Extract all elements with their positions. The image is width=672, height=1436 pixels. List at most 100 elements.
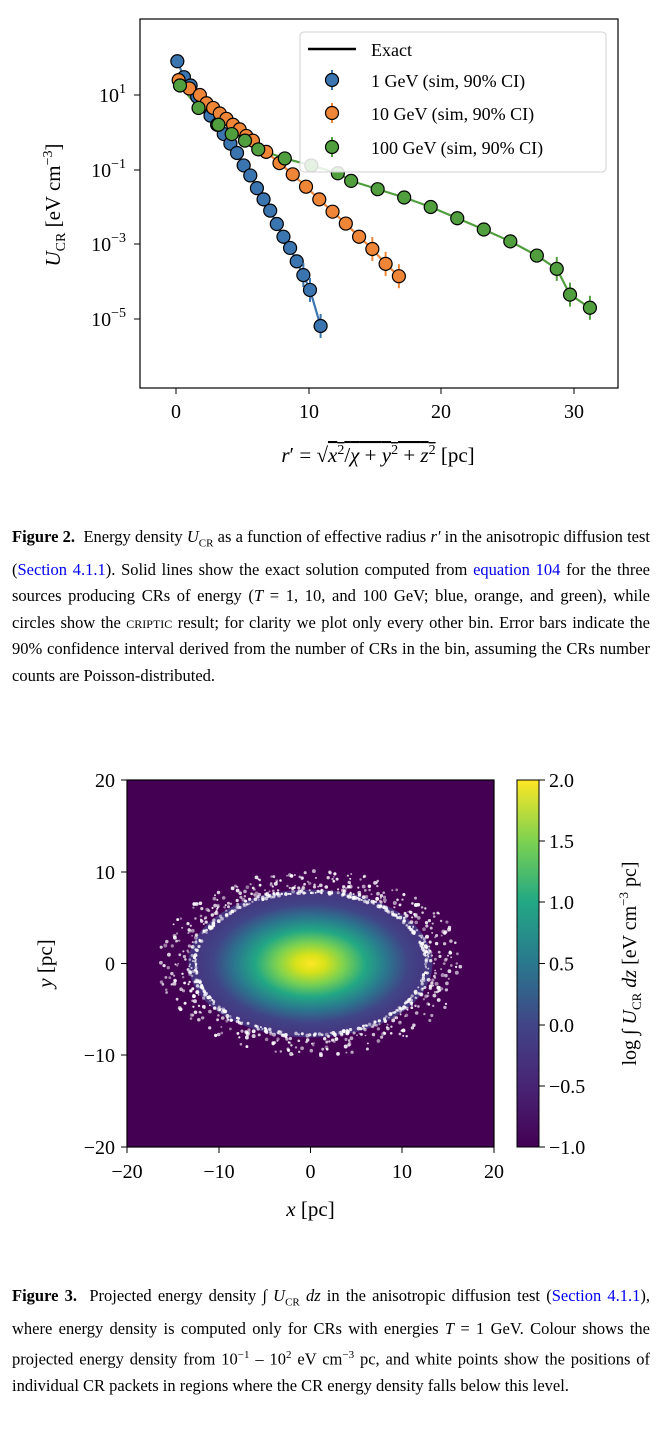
cr-packet-point <box>189 963 192 966</box>
cr-packet-point <box>382 891 386 895</box>
cr-packet-point <box>428 945 431 948</box>
cr-packet-point <box>380 1035 384 1039</box>
data-point-10gev <box>325 204 340 219</box>
cr-packet-point <box>170 944 175 948</box>
cr-packet-point <box>172 935 177 940</box>
cr-packet-point <box>271 885 274 888</box>
cr-packet-point <box>212 999 216 1003</box>
cr-packet-point <box>258 878 262 882</box>
cr-packet-point <box>269 1030 273 1034</box>
cr-packet-point <box>344 1037 348 1042</box>
cr-packet-point <box>420 982 424 986</box>
cr-packet-point <box>413 903 418 907</box>
data-point-100gev <box>423 199 438 215</box>
cr-packet-point <box>204 920 208 924</box>
cr-packet-point <box>253 894 257 898</box>
cr-packet-point <box>237 905 241 909</box>
cr-packet-point <box>288 1036 293 1041</box>
cr-packet-point <box>376 884 379 888</box>
cr-packet-point <box>397 912 400 916</box>
cr-packet-point <box>431 922 434 925</box>
cr-packet-point <box>204 991 207 994</box>
cr-packet-point <box>186 949 189 952</box>
cr-packet-point <box>227 905 230 909</box>
cr-packet-point <box>305 1038 310 1042</box>
cr-packet-point <box>181 972 184 975</box>
cr-packet-point <box>447 977 450 980</box>
cr-packet-point <box>195 984 200 988</box>
cr-packet-point <box>297 890 302 895</box>
section-link[interactable]: Section 4.1.1 <box>17 559 106 579</box>
data-point-100gev <box>191 100 206 116</box>
cr-packet-point <box>421 911 424 914</box>
cr-packet-point <box>438 954 442 958</box>
cr-packet-point <box>414 1004 417 1008</box>
cr-packet-point <box>393 1010 397 1014</box>
cr-packet-point <box>241 1021 244 1024</box>
cr-packet-point <box>165 939 169 944</box>
cr-packet-point <box>394 1016 399 1020</box>
cr-packet-point <box>204 916 208 920</box>
cr-packet-point <box>432 974 436 978</box>
data-point-1gev <box>313 318 328 334</box>
cr-packet-point <box>247 897 252 901</box>
x-tick-label: 20 <box>431 401 451 423</box>
cr-packet-point <box>425 971 429 975</box>
cr-packet-point <box>188 965 191 968</box>
cr-packet-point <box>178 939 181 942</box>
cr-packet-point <box>245 903 249 906</box>
cr-packet-point <box>401 898 404 901</box>
cr-packet-point <box>258 883 262 887</box>
figure-2-caption: Figure 2. Energy density UCR as a functi… <box>12 527 651 685</box>
cr-packet-point <box>289 892 292 896</box>
cr-packet-point <box>294 1046 298 1049</box>
cr-packet-point <box>175 997 179 1001</box>
colorbar-tick-label: 1.0 <box>549 892 574 914</box>
cr-packet-point <box>444 988 449 992</box>
cr-packet-point <box>336 1052 340 1056</box>
equation-link[interactable]: equation 104 <box>473 559 561 579</box>
cr-packet-point <box>228 1015 232 1018</box>
cr-packet-point <box>238 891 242 895</box>
cr-packet-point <box>410 994 414 998</box>
legend: Exact 1 GeV (sim, 90% CI) 10 GeV (sim, 9… <box>299 31 607 173</box>
x-tick-label: 0 <box>171 401 181 423</box>
cr-packet-point <box>220 1031 224 1035</box>
x-tick-label: 0 <box>306 1161 316 1183</box>
cr-packet-point <box>213 903 217 908</box>
cr-packet-point <box>395 888 399 892</box>
section-link[interactable]: Section 4.1.1 <box>551 1286 641 1305</box>
cr-packet-point <box>177 962 180 965</box>
cr-packet-point <box>271 889 275 893</box>
data-point-1gev <box>170 54 185 69</box>
cr-packet-point <box>200 984 204 988</box>
cr-packet-point <box>287 1049 290 1052</box>
cr-packet-point <box>361 884 366 889</box>
cr-packet-point <box>257 892 262 897</box>
cr-packet-point <box>230 909 235 914</box>
cr-packet-point <box>385 909 390 913</box>
colorbar <box>516 779 540 1148</box>
cr-packet-point <box>300 1032 304 1036</box>
cr-packet-point <box>193 999 197 1004</box>
cr-packet-point <box>316 889 320 893</box>
cr-packet-point <box>179 917 183 920</box>
cr-packet-point <box>211 921 216 926</box>
cr-packet-point <box>359 1032 363 1036</box>
cr-packet-point <box>379 900 383 904</box>
cr-packet-point <box>275 891 280 896</box>
cr-packet-point <box>420 941 425 946</box>
cr-packet-point <box>206 995 210 1000</box>
cr-packet-point <box>376 1027 381 1031</box>
cr-packet-point <box>333 1034 337 1038</box>
cr-packet-point <box>276 1039 279 1042</box>
cr-packet-point <box>197 1004 201 1008</box>
cr-packet-point <box>172 981 177 986</box>
y-tick-label: −10 <box>84 1045 115 1067</box>
cr-packet-point <box>288 886 291 890</box>
cr-packet-point <box>383 1031 387 1035</box>
cr-packet-point <box>268 895 271 898</box>
cr-packet-point <box>427 955 430 958</box>
cr-packet-point <box>313 883 316 886</box>
cr-packet-point <box>244 1035 249 1040</box>
